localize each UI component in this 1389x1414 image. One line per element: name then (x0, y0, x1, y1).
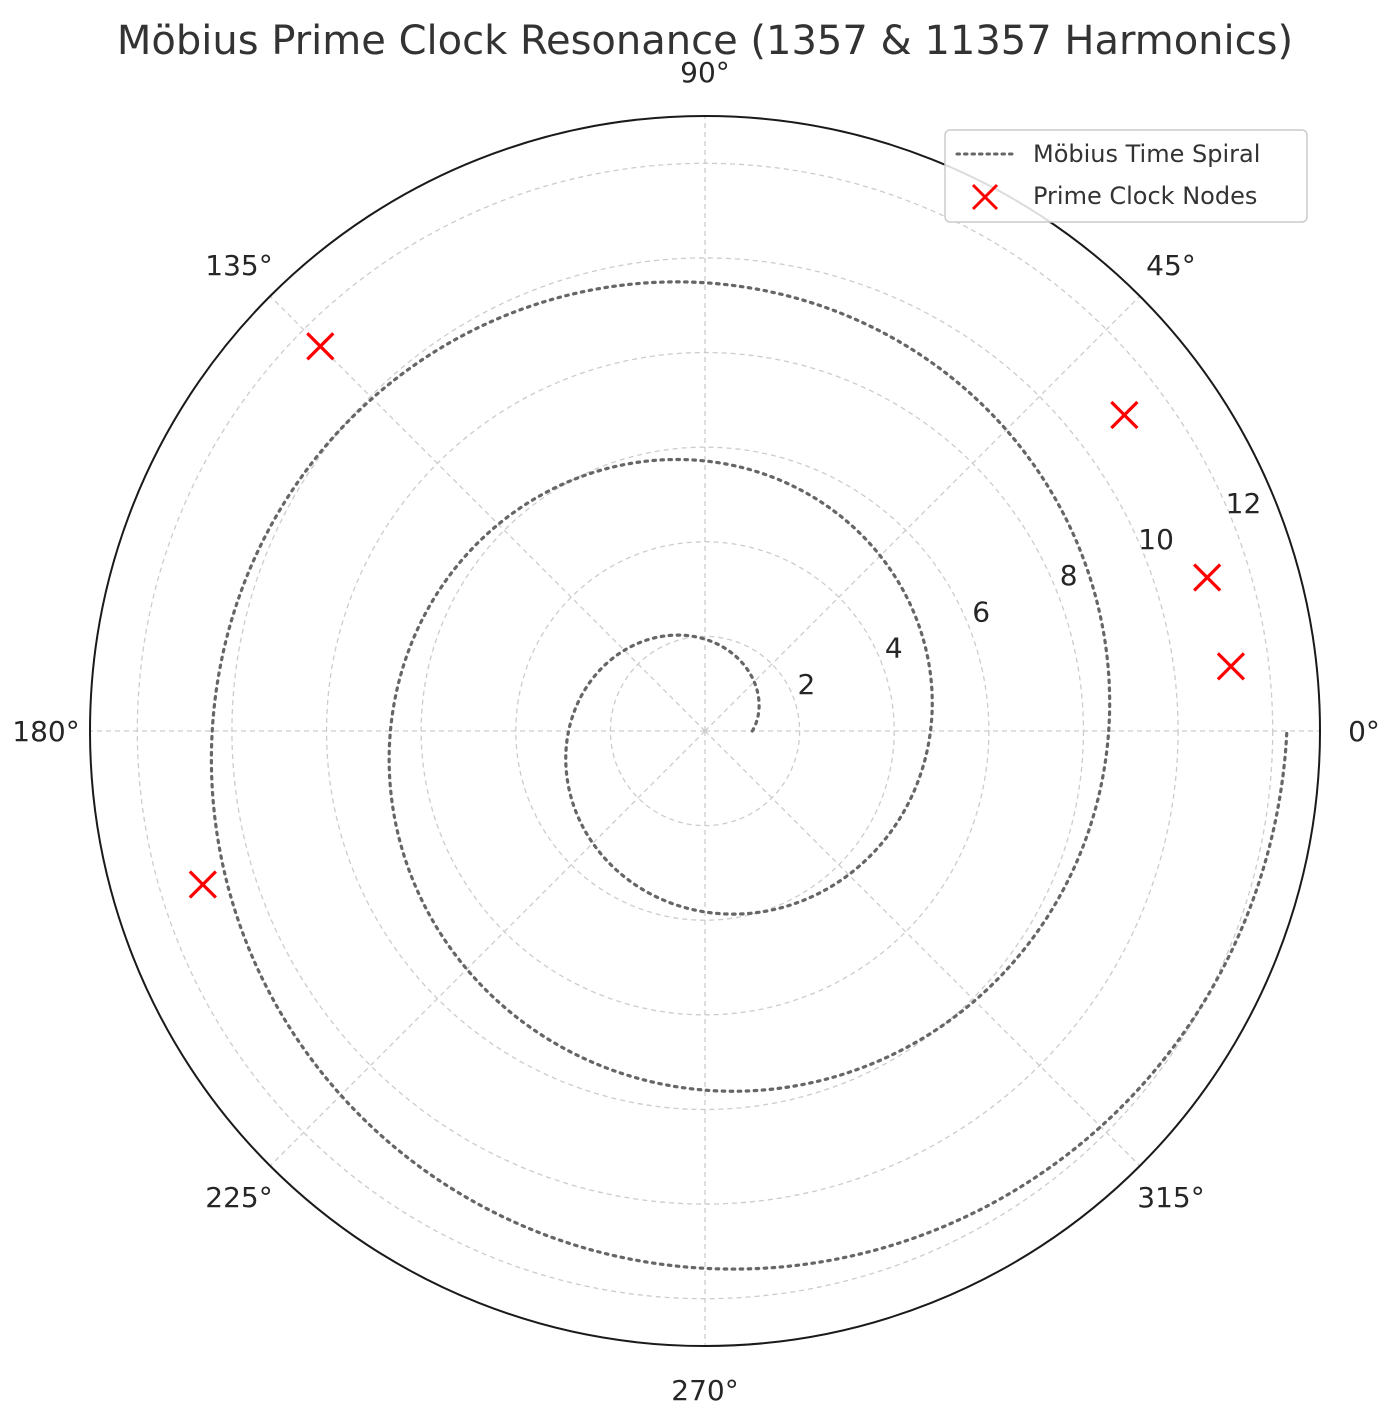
r-tick-label: 2 (797, 668, 815, 701)
prime-node-marker (1216, 652, 1246, 681)
r-tick-label: 4 (885, 632, 903, 665)
r-tick-label: 12 (1226, 487, 1262, 520)
legend: Möbius Time Spiral Prime Clock Nodes (944, 129, 1308, 223)
theta-grid-line (704, 295, 1141, 732)
theta-grid-line (704, 730, 1141, 1167)
r-grid-circle (231, 257, 1179, 1205)
polar-frame (89, 115, 1321, 1347)
prime-node-marker (1193, 563, 1222, 592)
legend-label-nodes: Prime Clock Nodes (1033, 182, 1257, 210)
theta-tick-label: 225° (205, 1181, 272, 1214)
polar-grid (90, 116, 1320, 1346)
legend-label-spiral: Möbius Time Spiral (1033, 140, 1260, 168)
legend-nodes-swatch (971, 183, 999, 211)
theta-tick-label: 45° (1146, 249, 1196, 282)
prime-node-marker (1110, 400, 1139, 430)
chart-title: Möbius Prime Clock Resonance (1357 & 113… (117, 18, 1293, 64)
theta-tick-label: 90° (680, 56, 730, 89)
r-tick-label: 8 (1060, 559, 1078, 592)
theta-tick-label: 135° (205, 249, 272, 282)
legend-box (944, 129, 1308, 223)
r-tick-label: 10 (1138, 523, 1174, 556)
theta-tick-label: 270° (671, 1374, 738, 1407)
prime-node-marker (188, 870, 217, 899)
tick-labels: 0° 45° 90° 135° 180° 225° 270° 315° 2 4 6 8 10 12 (12, 56, 1380, 1407)
theta-grid-line (269, 295, 706, 732)
series-layer (188, 280, 1289, 1271)
spiral-line (209, 280, 1289, 1271)
theta-grid-line (269, 730, 706, 1167)
theta-tick-label: 180° (12, 715, 79, 748)
theta-tick-label: 315° (1137, 1181, 1204, 1214)
theta-tick-label: 0° (1348, 715, 1380, 748)
r-tick-label: 6 (972, 595, 990, 628)
prime-node-marker (306, 332, 335, 361)
